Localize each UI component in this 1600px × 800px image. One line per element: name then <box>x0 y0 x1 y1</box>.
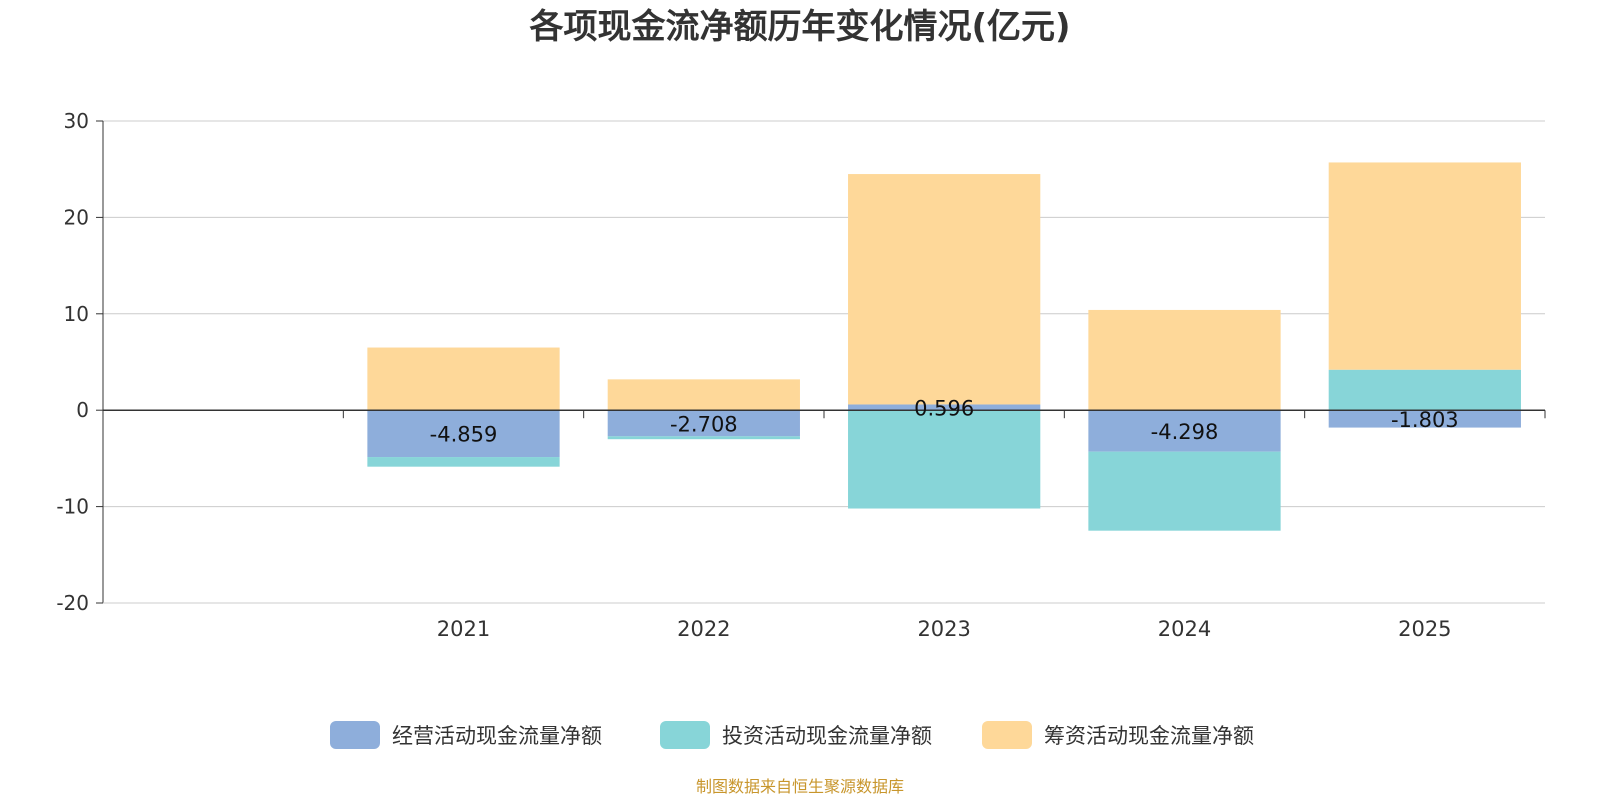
bar-series3-2021[interactable] <box>367 347 560 411</box>
x-tick-label: 2023 <box>917 617 970 641</box>
data-label: 0.596 <box>914 396 974 420</box>
source-note: 制图数据来自恒生聚源数据库 <box>696 777 904 796</box>
bar-series2-2021[interactable] <box>367 457 560 467</box>
bar-series3-2022[interactable] <box>607 379 800 411</box>
y-tick-label: -20 <box>56 591 89 615</box>
legend-label[interactable]: 筹资活动现金流量净额 <box>1044 724 1254 748</box>
y-tick-label: 10 <box>64 302 89 326</box>
bar-series3-2025[interactable] <box>1328 162 1521 370</box>
data-label: -4.298 <box>1151 420 1219 444</box>
bar-series1-2022[interactable] <box>607 410 800 437</box>
x-tick-label: 2021 <box>437 617 490 641</box>
bar-series1-2021[interactable] <box>367 410 560 458</box>
bar-series1-2024[interactable] <box>1088 410 1281 452</box>
legend-swatch[interactable] <box>982 721 1032 749</box>
legend[interactable]: 经营活动现金流量净额 投资活动现金流量净额 筹资活动现金流量净额 <box>330 721 1254 749</box>
legend-item-1[interactable]: 经营活动现金流量净额 <box>330 721 602 749</box>
bar-series1-2025[interactable] <box>1328 410 1521 428</box>
legend-swatch[interactable] <box>330 721 380 749</box>
bar-series3-2023[interactable] <box>848 174 1041 405</box>
axes: 30 20 10 0 -10 -20 2021 2022 2023 2024 2025 <box>56 109 1546 641</box>
data-label: -2.708 <box>670 412 738 436</box>
x-tick-label: 2025 <box>1398 617 1451 641</box>
x-tick-label: 2022 <box>677 617 730 641</box>
legend-swatch[interactable] <box>660 721 710 749</box>
y-tick-label: 0 <box>76 398 89 422</box>
bar-series2-2023[interactable] <box>848 410 1041 509</box>
legend-item-2[interactable]: 投资活动现金流量净额 <box>660 721 932 749</box>
bar-series2-2025[interactable] <box>1328 369 1521 411</box>
bar-series3-2024[interactable] <box>1088 309 1281 411</box>
y-tick-label: 30 <box>64 109 89 133</box>
data-label: -4.859 <box>430 423 498 447</box>
chart-title: 各项现金流净额历年变化情况(亿元) <box>529 7 1070 47</box>
legend-label[interactable]: 经营活动现金流量净额 <box>392 724 602 748</box>
x-tick-label: 2024 <box>1158 617 1211 641</box>
data-label: -1.803 <box>1391 408 1459 432</box>
bar-series1-2023[interactable] <box>848 404 1041 411</box>
legend-item-3[interactable]: 筹资活动现金流量净额 <box>982 721 1254 749</box>
bar-series2-2022[interactable] <box>607 436 800 440</box>
bars <box>367 162 1521 531</box>
bar-series2-2024[interactable] <box>1088 451 1281 531</box>
legend-label[interactable]: 投资活动现金流量净额 <box>722 724 932 748</box>
data-labels: -4.859 -2.708 0.596 -4.298 -1.803 <box>430 396 1459 446</box>
y-tick-label: -10 <box>56 495 89 519</box>
y-tick-label: 20 <box>64 205 89 229</box>
